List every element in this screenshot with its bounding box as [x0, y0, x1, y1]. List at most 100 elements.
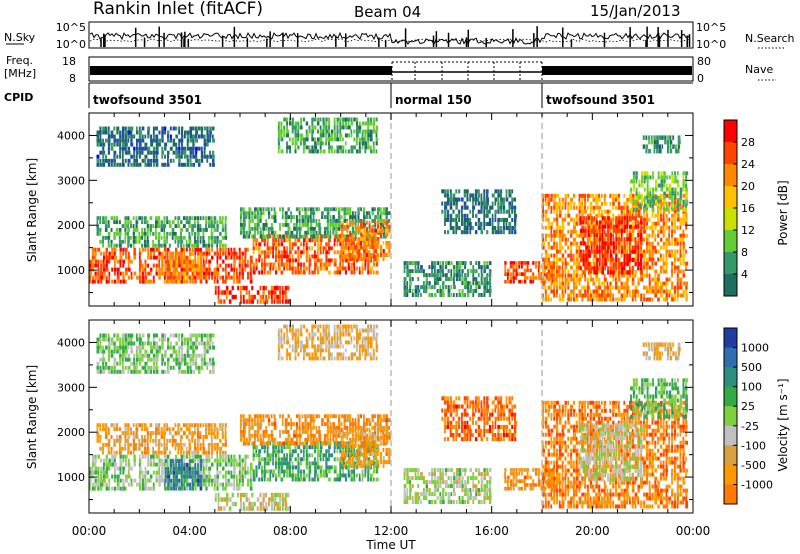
data-cell	[575, 221, 578, 226]
data-cell	[356, 125, 359, 130]
data-cell	[222, 458, 225, 463]
data-cell	[453, 273, 456, 278]
data-cell	[96, 138, 100, 143]
data-cell	[186, 474, 189, 479]
data-cell	[612, 277, 615, 282]
data-cell	[550, 265, 553, 270]
data-cell	[259, 211, 263, 216]
data-cell	[144, 154, 148, 159]
data-cell	[107, 134, 111, 139]
data-cell	[114, 263, 116, 268]
data-cell	[370, 234, 372, 239]
data-cell	[328, 242, 330, 247]
data-cell	[244, 267, 247, 272]
data-cell	[458, 293, 461, 297]
data-cell	[138, 251, 142, 256]
data-cell	[163, 216, 166, 221]
data-cell	[561, 205, 564, 210]
data-cell	[247, 478, 250, 483]
data-cell	[316, 129, 319, 134]
data-cell	[659, 225, 663, 230]
data-cell	[194, 247, 198, 252]
data-cell	[261, 250, 264, 255]
data-cell	[175, 150, 179, 155]
data-cell	[213, 224, 216, 228]
data-cell	[209, 150, 211, 155]
data-cell	[136, 482, 139, 487]
data-cell	[630, 191, 633, 196]
data-cell	[256, 226, 259, 231]
freq-right-tick-bottom: 0	[697, 72, 704, 85]
data-cell	[111, 279, 114, 284]
data-cell	[233, 247, 236, 252]
data-cell	[304, 211, 308, 216]
data-cell	[231, 294, 235, 300]
data-cell	[185, 228, 189, 232]
data-cell	[358, 266, 361, 271]
data-cell	[300, 125, 303, 130]
data-cell	[114, 271, 116, 276]
data-cell	[668, 277, 671, 282]
data-cell	[654, 183, 657, 188]
data-cell	[113, 442, 116, 447]
data-cell	[679, 277, 683, 282]
data-cell	[241, 275, 244, 280]
data-cell	[494, 217, 497, 222]
data-cell	[308, 270, 311, 275]
data-cell	[358, 242, 362, 247]
data-cell	[564, 257, 567, 262]
data-cell	[626, 262, 629, 267]
data-cell	[363, 215, 366, 219]
data-cell	[685, 249, 687, 254]
data-cell	[192, 126, 195, 131]
data-cell	[315, 219, 318, 223]
data-cell	[295, 207, 299, 212]
data-cell	[347, 121, 350, 126]
data-cell	[596, 232, 598, 238]
data-cell	[138, 466, 142, 471]
data-cell	[544, 233, 548, 238]
data-cell	[500, 189, 503, 194]
data-cell	[155, 435, 157, 439]
data-cell	[150, 138, 153, 143]
data-cell	[202, 259, 205, 264]
data-cell	[631, 277, 635, 282]
data-cell	[240, 285, 243, 291]
data-cell	[208, 466, 212, 471]
data-cell	[224, 482, 228, 487]
data-cell	[349, 236, 351, 241]
data-cell	[158, 470, 161, 475]
data-cell	[640, 297, 643, 302]
data-cell	[406, 269, 409, 274]
data-cell	[649, 203, 652, 208]
data-cell	[385, 232, 389, 237]
data-cell	[343, 226, 347, 231]
data-cell	[155, 255, 158, 260]
data-cell	[452, 201, 455, 206]
data-cell	[679, 191, 683, 196]
data-cell	[261, 238, 264, 243]
data-cell	[342, 258, 344, 263]
data-cell	[609, 293, 612, 298]
data-cell	[665, 221, 668, 226]
data-cell	[210, 438, 214, 443]
data-cell	[102, 482, 105, 487]
data-cell	[286, 234, 289, 239]
data-cell	[433, 269, 436, 274]
data-cell	[119, 138, 122, 143]
data-cell	[447, 261, 450, 266]
data-cell	[288, 266, 292, 271]
data-cell	[121, 134, 125, 139]
data-cell	[377, 240, 380, 245]
data-cell	[107, 126, 110, 131]
data-cell	[480, 205, 483, 210]
data-cell	[196, 263, 200, 268]
data-cell	[119, 130, 122, 135]
data-cell	[161, 271, 165, 276]
data-cell	[238, 470, 241, 475]
data-cell	[207, 446, 210, 451]
data-cell	[671, 281, 674, 286]
data-cell	[107, 138, 111, 143]
data-cell	[623, 273, 626, 278]
data-cell	[356, 129, 359, 134]
